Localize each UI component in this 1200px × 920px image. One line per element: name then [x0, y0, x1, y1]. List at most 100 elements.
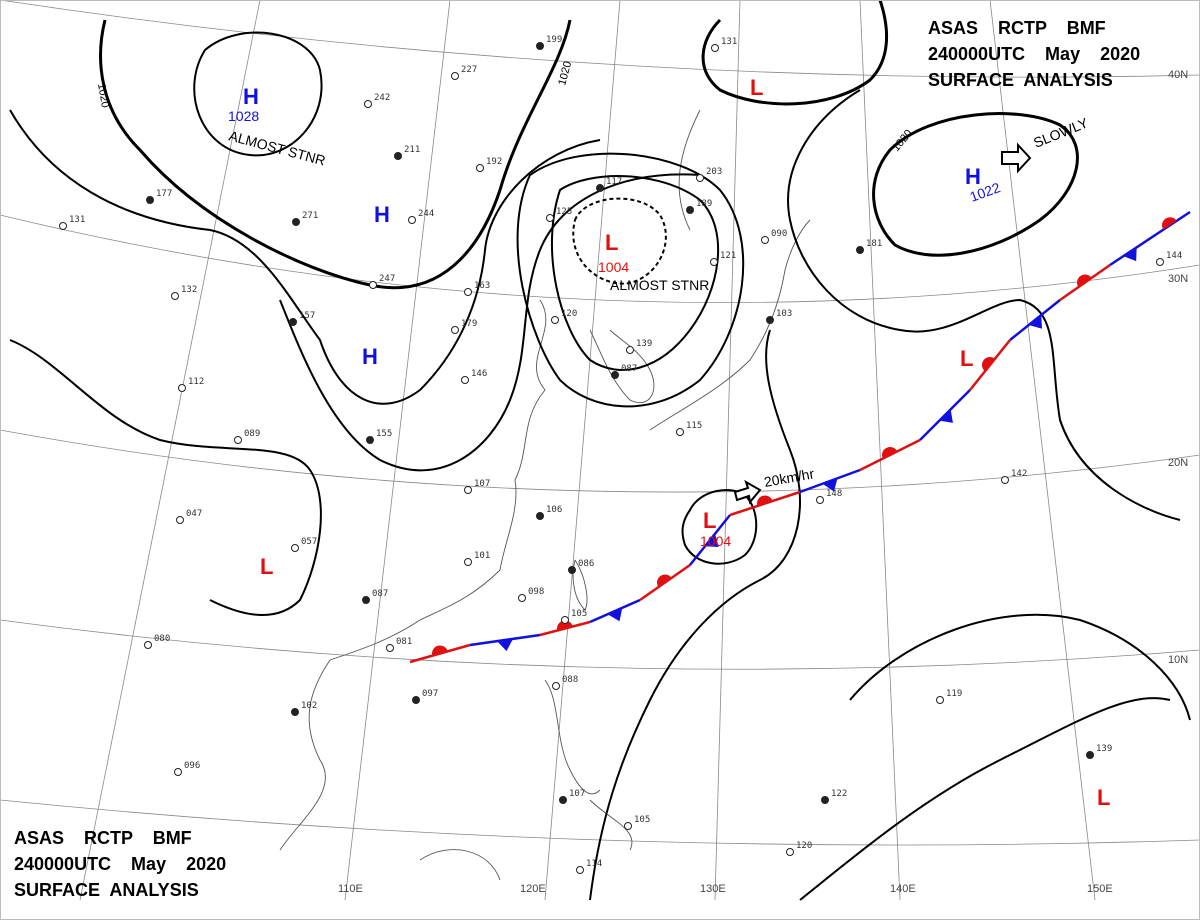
cold-front-symbol [822, 478, 838, 492]
isobar-east-high [872, 112, 1079, 257]
station-dot [552, 682, 560, 690]
station-dot [146, 196, 154, 204]
lat-label: 30N [1168, 273, 1188, 285]
station-pressure: 157 [299, 311, 315, 321]
station-dot [144, 641, 152, 649]
isobar-low-ring-2 [516, 152, 745, 408]
station-dot [576, 866, 584, 874]
lat-line-40n [0, 0, 1200, 78]
high-center-label: H [243, 84, 259, 109]
station-dot [289, 318, 297, 326]
cold-front-symbol [705, 533, 719, 547]
station-dot [464, 288, 472, 296]
warm-front-symbol [1162, 217, 1177, 230]
station-dot [561, 616, 569, 624]
lat-label: 40N [1168, 69, 1188, 81]
station-pressure: 112 [188, 377, 204, 387]
station-pressure: 179 [461, 319, 477, 329]
isobar-outer-west [9, 109, 601, 405]
station-dot [596, 184, 604, 192]
station-plots: 199 227 242 211 192 244 271 247 163 177 131 132 157 1… [59, 35, 1182, 874]
stationary-front [409, 210, 1191, 664]
station-dot [451, 72, 459, 80]
station-pressure: 247 [379, 274, 395, 284]
station-dot [536, 42, 544, 50]
warm-front-symbol [982, 357, 995, 372]
cold-front-symbol [607, 607, 623, 622]
station-pressure: 080 [154, 634, 170, 644]
coast-taiwan [572, 559, 588, 611]
lon-label: 130E [700, 883, 726, 895]
lat-line-10n [0, 619, 1200, 670]
station-dot [624, 822, 632, 830]
station-pressure: 106 [546, 505, 562, 515]
station-pressure: 088 [562, 675, 578, 685]
lat-label: 20N [1168, 457, 1188, 469]
station-dot [696, 174, 704, 182]
station-pressure: 139 [636, 339, 652, 349]
station-pressure: 081 [396, 637, 412, 647]
warm-front-symbol [757, 495, 773, 506]
isobar-value: 1020 [95, 82, 111, 108]
cold-front-symbol [1123, 247, 1137, 262]
station-dot [174, 768, 182, 776]
isobar-low-ring-1 [550, 175, 720, 371]
station-pressure: 087 [372, 589, 388, 599]
station-pressure: 090 [771, 229, 787, 239]
station-dot [856, 246, 864, 254]
lon-line-150e [989, 0, 1096, 901]
header-line: ASAS RCTP BMF [928, 18, 1106, 38]
coast-japan [649, 219, 811, 431]
station-pressure: 103 [776, 309, 792, 319]
station-dot [369, 281, 377, 289]
almost-stnr-note-west: ALMOST STNR [227, 127, 327, 168]
cold-front-symbol [1028, 315, 1042, 329]
station-pressure: 105 [634, 815, 650, 825]
station-pressure: 121 [720, 251, 736, 261]
station-pressure: 192 [486, 157, 502, 167]
low-center-value: 1004 [700, 533, 731, 549]
station-pressure: 155 [376, 429, 392, 439]
coast-luzon [544, 679, 601, 795]
almost-stnr-note-center: ALMOST STNR [610, 277, 709, 293]
station-pressure: 087 [621, 364, 637, 374]
pressure-centers: H 1028 H H L 1004 L H 1022 L L 1004 L L [228, 75, 1110, 810]
station-pressure: 132 [181, 285, 197, 295]
station-dot [451, 326, 459, 334]
header-bottom-left: ASAS RCTP BMF 240000UTC May 2020 SURFACE… [14, 828, 226, 900]
isobar-south-2 [799, 697, 1171, 901]
station-pressure: 117 [606, 177, 622, 187]
isobar-lower-right [849, 613, 1191, 721]
station-dot [464, 558, 472, 566]
station-dot [551, 316, 559, 324]
header-line: SURFACE ANALYSIS [928, 70, 1113, 90]
isobar-value: 1020 [890, 127, 915, 153]
front-motion-arrow-icon [733, 479, 762, 505]
station-pressure: 146 [471, 369, 487, 379]
station-pressure: 102 [301, 701, 317, 711]
low-center-label: L [260, 554, 273, 579]
lon-line-130e [714, 0, 741, 901]
cold-front-symbol [939, 409, 953, 423]
station-pressure: 131 [69, 215, 85, 225]
coast-mindanao [589, 799, 633, 851]
station-dot [626, 346, 634, 354]
station-pressure: 203 [706, 167, 722, 177]
warm-front-symbol [882, 447, 898, 459]
coast-china [329, 299, 547, 661]
station-dot [1156, 258, 1164, 266]
station-dot [711, 44, 719, 52]
station-dot [461, 376, 469, 384]
station-dot [291, 708, 299, 716]
station-pressure: 107 [569, 789, 585, 799]
high-center-label: H [965, 164, 981, 189]
station-dot [816, 496, 824, 504]
station-dot [364, 100, 372, 108]
cold-front-symbol [497, 638, 513, 652]
station-dot [366, 436, 374, 444]
station-pressure: 139 [1096, 744, 1112, 754]
header-line: SURFACE ANALYSIS [14, 880, 199, 900]
